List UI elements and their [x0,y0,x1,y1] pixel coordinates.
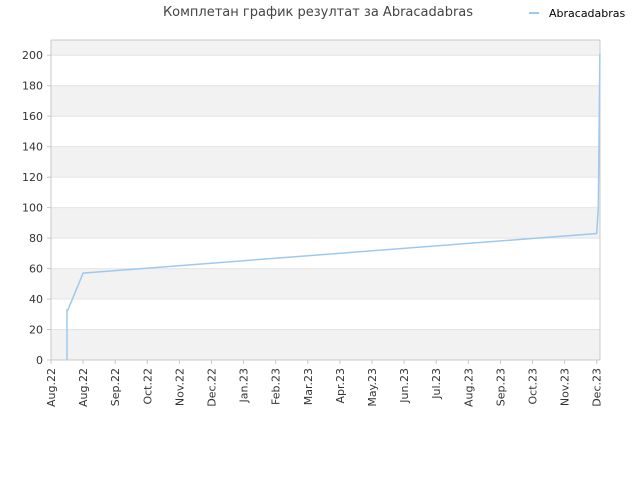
x-tick-label: Jan.23 [238,368,251,403]
x-tick-label: Sep.23 [494,368,507,406]
plot-bands [51,40,600,360]
x-axis-ticks: Aug.22 Aug.22 Sep.22 Oct.22 Nov.22 Dec.22 Jan.… [45,360,604,407]
plot-band [51,40,600,56]
x-tick-label: Apr.23 [334,368,347,404]
y-tick-label: 60 [29,263,43,276]
series-line [66,53,601,360]
plot-band [51,146,600,178]
x-tick-label: Mar.23 [302,368,315,405]
y-tick-label: 20 [29,324,43,337]
plot-band [51,268,600,300]
plot-band [51,329,600,360]
x-tick-label: Nov.22 [173,368,186,406]
x-tick-label: Jul.23 [430,368,443,400]
x-tick-label: Dec.23 [591,368,604,407]
x-tick-label: Aug.23 [462,368,475,407]
y-tick-label: 180 [22,80,43,93]
y-axis-ticks: 0 20 40 60 80 100 120 140 160 180 200 [22,49,51,367]
legend: Abracadabras [529,7,626,20]
x-tick-label: Oct.23 [527,368,540,405]
x-tick-label: Dec.22 [206,368,219,407]
x-tick-label: Aug.22 [77,368,90,407]
plot-band [51,299,600,330]
chart-title: Комплетан график резултат за Abracadabra… [163,5,473,20]
x-tick-label: Oct.22 [141,368,154,405]
y-tick-label: 0 [36,354,43,367]
x-tick-label: Sep.22 [109,368,122,406]
axes [50,39,601,361]
x-tick-label: May.23 [366,368,379,407]
plot-band [51,177,600,208]
plot-band [51,116,600,147]
x-tick-label: Feb.23 [270,368,283,405]
plot-band [51,238,600,269]
y-tick-label: 80 [29,232,43,245]
y-tick-label: 40 [29,293,43,306]
y-tick-label: 200 [22,49,43,62]
y-tick-label: 120 [22,171,43,184]
plot-band [51,85,600,117]
x-tick-label: Nov.23 [559,368,572,406]
x-tick-label: Aug.22 [45,368,58,407]
y-tick-label: 100 [22,202,43,215]
legend-label: Abracadabras [549,7,626,20]
plot-band [51,55,600,86]
plot-band [51,207,600,239]
x-tick-label: Jun.23 [398,368,411,404]
series-layer [66,53,601,360]
y-tick-label: 140 [22,141,43,154]
y-tick-label: 160 [22,110,43,123]
